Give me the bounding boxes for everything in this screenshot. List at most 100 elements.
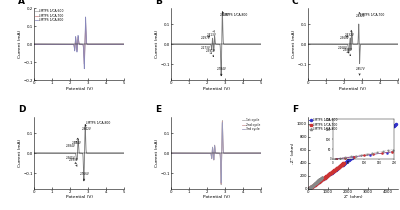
LMTPS 1/CA-700 xyxy=(47,43,52,46)
Y-axis label: Current (mA): Current (mA) xyxy=(18,139,22,167)
LMTPS 1/CA-800 xyxy=(316,178,321,181)
LMTPS 1/CA-800 xyxy=(313,182,318,184)
LMTPS 1/CA-600 xyxy=(384,130,388,133)
1st cycle xyxy=(179,152,184,154)
LMTPS 1/CA-800 xyxy=(308,186,312,189)
Text: B: B xyxy=(155,0,162,5)
1st cycle xyxy=(168,152,173,154)
LMTPS 1/CA-800 xyxy=(318,177,323,180)
Y-axis label: Current (mA): Current (mA) xyxy=(155,30,159,58)
LMTPS 1/CA-800 xyxy=(311,183,316,186)
Text: 2.391V: 2.391V xyxy=(206,49,215,57)
LMTPS 1/CA-800 xyxy=(316,179,320,182)
LMTPS 1/CA-700 xyxy=(120,43,125,46)
LMTPS 1/CA-600 xyxy=(32,43,36,46)
1st cycle xyxy=(219,184,224,186)
Text: 2.384V: 2.384V xyxy=(66,141,77,148)
LMTPS 1/CA-800 xyxy=(319,176,324,179)
LMTPS 1/CA-600 xyxy=(70,43,75,46)
LMTPS 1/CA-700 xyxy=(122,43,126,46)
LMTPS 1/CA-700 xyxy=(315,182,320,184)
1st cycle xyxy=(220,119,225,122)
Text: LMTPS 1/CA-800: LMTPS 1/CA-800 xyxy=(86,122,111,126)
Legend: LMTPS 1/CA-600, LMTPS 1/CA-700, LMTPS 1/CA-800: LMTPS 1/CA-600, LMTPS 1/CA-700, LMTPS 1/… xyxy=(308,118,338,131)
LMTPS 1/CA-800 xyxy=(318,177,323,180)
2nd cycle xyxy=(168,152,173,154)
LMTPS 1/CA-700 xyxy=(316,181,321,183)
LMTPS 1/CA-700 xyxy=(32,43,36,46)
Text: D: D xyxy=(18,105,25,114)
3rd cycle xyxy=(257,152,262,154)
Y-axis label: -Z'' (ohm): -Z'' (ohm) xyxy=(292,142,296,164)
X-axis label: Potential (V): Potential (V) xyxy=(66,87,92,91)
LMTPS 1/CA-800 xyxy=(317,178,322,181)
2nd cycle xyxy=(247,152,252,154)
2nd cycle xyxy=(257,152,262,154)
Legend: 1st cycle, 2nd cycle, 3rd cycle: 1st cycle, 2nd cycle, 3rd cycle xyxy=(242,118,260,131)
Text: 2.444V: 2.444V xyxy=(71,138,81,145)
2nd cycle xyxy=(259,152,264,154)
LMTPS 1/CA-800 xyxy=(315,180,320,183)
LMTPS 1/CA-800 xyxy=(316,179,321,181)
LMTPS 1/CA-600 xyxy=(362,147,367,149)
LMTPS 1/CA-700 xyxy=(42,43,47,46)
LMTPS 1/CA-800 xyxy=(313,181,318,184)
X-axis label: Potential (V): Potential (V) xyxy=(66,196,92,200)
1st cycle xyxy=(247,152,252,154)
Text: 2.365V: 2.365V xyxy=(66,156,76,164)
LMTPS 1/CA-800 xyxy=(312,182,317,185)
3rd cycle xyxy=(168,152,173,154)
Line: LMTPS 1/CA-800: LMTPS 1/CA-800 xyxy=(307,176,323,190)
Text: 2.273V: 2.273V xyxy=(201,46,212,54)
LMTPS 1/CA-600 xyxy=(110,43,115,46)
LMTPS 1/CA-800 xyxy=(319,176,324,178)
LMTPS 1/CA-800 xyxy=(70,43,75,46)
Line: 3rd cycle: 3rd cycle xyxy=(171,122,261,183)
3rd cycle xyxy=(207,152,212,154)
Line: LMTPS 1/CA-600: LMTPS 1/CA-600 xyxy=(307,123,397,190)
LMTPS 1/CA-800 xyxy=(32,43,36,46)
LMTPS 1/CA-800 xyxy=(309,185,314,188)
LMTPS 1/CA-800 xyxy=(310,184,315,186)
LMTPS 1/CA-600 xyxy=(122,43,126,46)
LMTPS 1/CA-700 xyxy=(306,188,310,190)
LMTPS 1/CA-800 xyxy=(306,188,311,190)
LMTPS 1/CA-800 xyxy=(309,185,314,188)
1st cycle xyxy=(207,152,212,154)
LMTPS 1/CA-600 xyxy=(358,150,363,152)
1st cycle xyxy=(203,152,208,154)
LMTPS 1/CA-800 xyxy=(82,68,87,70)
LMTPS 1/CA-700 xyxy=(318,179,323,182)
Text: 2.268V: 2.268V xyxy=(338,46,348,53)
LMTPS 1/CA-800 xyxy=(317,178,322,180)
LMTPS 1/CA-800 xyxy=(315,180,320,182)
LMTPS 1/CA-700 xyxy=(328,172,333,174)
LMTPS 1/CA-700 xyxy=(312,184,316,186)
Text: 2.413V: 2.413V xyxy=(207,30,217,37)
LMTPS 1/CA-600 xyxy=(42,43,47,46)
Y-axis label: Current (mA): Current (mA) xyxy=(292,30,296,58)
Line: LMTPS 1/CA-600: LMTPS 1/CA-600 xyxy=(34,29,124,58)
LMTPS 1/CA-600 xyxy=(83,28,88,30)
LMTPS 1/CA-700 xyxy=(110,43,115,46)
LMTPS 1/CA-700 xyxy=(82,63,87,65)
LMTPS 1/CA-800 xyxy=(122,43,126,46)
LMTPS 1/CA-800 xyxy=(110,43,115,46)
LMTPS 1/CA-800 xyxy=(311,184,316,186)
X-axis label: Potential (V): Potential (V) xyxy=(202,87,230,91)
LMTPS 1/CA-700 xyxy=(83,21,88,24)
Text: 2.857V: 2.857V xyxy=(356,67,365,75)
3rd cycle xyxy=(259,152,264,154)
LMTPS 1/CA-600 xyxy=(394,123,398,125)
LMTPS 1/CA-700 xyxy=(70,43,75,46)
1st cycle xyxy=(184,152,189,154)
LMTPS 1/CA-600 xyxy=(82,56,87,59)
2nd cycle xyxy=(207,152,212,154)
LMTPS 1/CA-800 xyxy=(312,183,316,185)
Y-axis label: Current (mA): Current (mA) xyxy=(18,30,22,58)
LMTPS 1/CA-800 xyxy=(314,180,319,183)
Line: 2nd cycle: 2nd cycle xyxy=(171,122,261,184)
Text: 2.842V: 2.842V xyxy=(82,125,92,131)
LMTPS 1/CA-800 xyxy=(318,178,322,180)
Text: 2.432V: 2.432V xyxy=(345,30,354,37)
